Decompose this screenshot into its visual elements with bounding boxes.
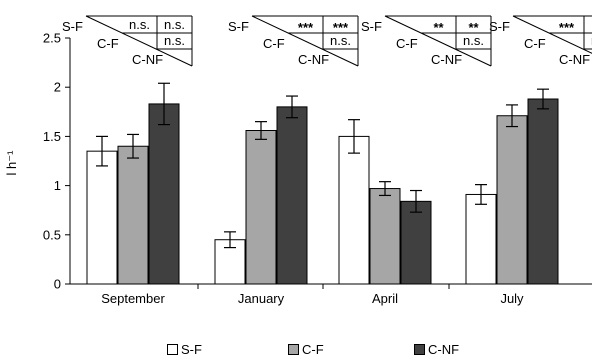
sig-label-sf: S-F: [62, 19, 83, 34]
bar: [245, 129, 277, 285]
significance-table: S-FC-FC-NF******n.s.: [489, 15, 592, 67]
legend-swatch-cf: [288, 343, 299, 355]
sig-label-cf: C-F: [524, 36, 546, 51]
sig-label-cnf: C-NF: [132, 52, 163, 67]
y-axis-label: l h⁻¹: [4, 150, 19, 176]
legend-label-sf: S-F: [181, 341, 202, 357]
bar: [338, 135, 370, 285]
sig-diagonal: [251, 15, 359, 67]
sig-value-sf-cf: ***: [559, 20, 575, 35]
bar: [400, 200, 432, 285]
bar: [496, 115, 528, 285]
bar: [117, 145, 149, 285]
legend-item-cf: C-F: [288, 341, 324, 357]
sig-value-sf-cf: **: [433, 20, 444, 35]
bar: [148, 103, 180, 285]
bar: [369, 188, 401, 285]
y-tick-label: 2: [54, 80, 61, 95]
y-tick-label: 0.5: [43, 227, 61, 242]
y-tick-label: 2.5: [43, 31, 61, 46]
sig-label-sf: S-F: [361, 19, 382, 34]
significance-table: S-FC-FC-NF** **n.s.: [361, 15, 492, 67]
y-tick-label: 1: [54, 178, 61, 193]
sig-label-cnf: C-NF: [431, 52, 462, 67]
sig-value-sf-cf: n.s.: [129, 17, 150, 32]
x-tick-label: September: [101, 291, 165, 306]
sig-value-sf-cnf: n.s.: [164, 17, 185, 32]
sig-value-sf-cnf: **: [468, 20, 479, 35]
axes: 0 0.5 1 1.5 2 2.5 l h⁻¹ September January April Ju…: [4, 31, 592, 306]
significance-table: S-FC-FC-NFn.s. n.s.n.s.: [62, 15, 193, 67]
sig-diagonal: [384, 15, 492, 67]
bar: [465, 193, 497, 285]
sig-diagonal: [512, 15, 592, 54]
legend-label-cnf: C-NF: [428, 341, 460, 357]
sig-label-sf: S-F: [228, 19, 249, 34]
legend-label-cf: C-F: [302, 341, 324, 357]
sig-label-cnf: C-NF: [559, 52, 590, 67]
sig-value-cf-cnf: n.s.: [330, 33, 351, 48]
significance-tables: S-FC-FC-NFn.s. n.s.n.s.S-FC-FC-NF*** ***n.…: [62, 15, 592, 67]
bar: [276, 106, 308, 285]
bars: [86, 82, 559, 285]
sig-value-sf-cf: ***: [298, 20, 314, 35]
sig-label-cnf: C-NF: [298, 52, 329, 67]
sig-label-cf: C-F: [263, 36, 285, 51]
y-tick-label: 1.5: [43, 129, 61, 144]
x-tick-label: April: [372, 291, 398, 306]
sig-diagonal: [85, 15, 193, 67]
legend-item-sf: S-F: [167, 341, 202, 357]
significance-table: S-FC-FC-NF******n.s.: [228, 15, 359, 67]
x-tick-label: July: [500, 291, 524, 306]
sig-label-sf: S-F: [489, 19, 510, 34]
sig-label-cf: C-F: [396, 36, 418, 51]
y-tick-label: 0: [54, 277, 61, 292]
legend-swatch-cnf: [414, 343, 425, 355]
sig-value-cf-cnf: n.s.: [164, 33, 185, 48]
legend-item-cnf: C-NF: [414, 341, 459, 357]
sig-label-cf: C-F: [97, 36, 119, 51]
x-tick-label: January: [238, 291, 285, 306]
bar: [86, 150, 118, 285]
legend-swatch-sf: [167, 343, 178, 355]
sig-value-cf-cnf: n.s.: [463, 33, 484, 48]
bar: [527, 98, 559, 285]
sig-value-sf-cnf: ***: [333, 20, 349, 35]
